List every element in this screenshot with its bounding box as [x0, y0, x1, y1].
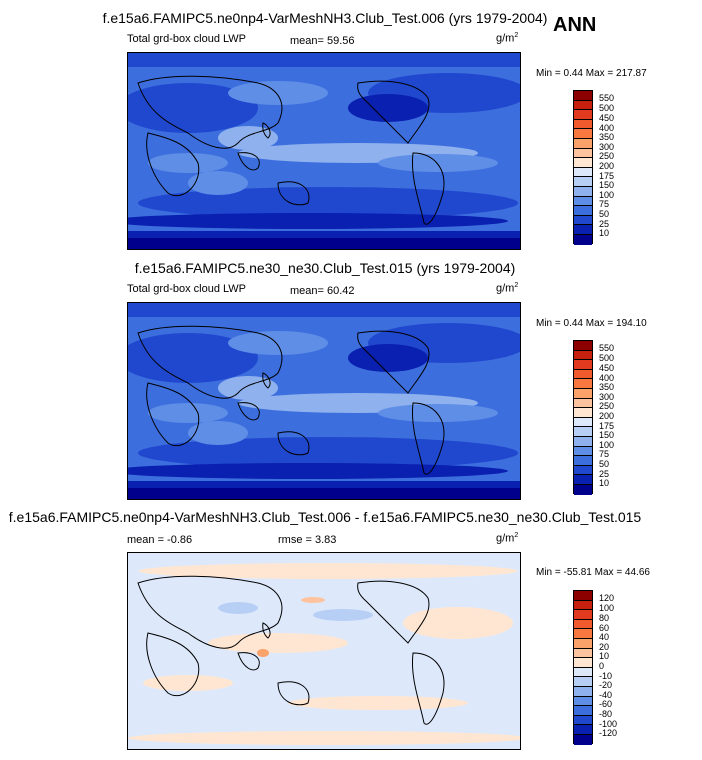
panel2-minmax-label: Min = 0.44 Max = 194.10 [536, 318, 647, 329]
panel3-colorbar-tick: 60 [599, 623, 610, 633]
panel3-colorbar-tick: -80 [599, 709, 613, 719]
panel1-colorbar [573, 90, 593, 245]
panel1-variable-label: Total grd-box cloud LWP [127, 33, 247, 45]
panel3-colorbar-tick: -120 [599, 728, 618, 738]
panel2-colorbar-tick: 50 [599, 459, 610, 469]
panel1-colorbar-tick: 200 [599, 161, 615, 171]
panel1-map-svg [128, 53, 520, 249]
panel3-map [127, 552, 521, 750]
panel3-colorbar-tick: -10 [599, 671, 613, 681]
panel2-colorbar-tick: 150 [599, 430, 615, 440]
panel2-colorbar-tick: 550 [599, 343, 615, 353]
panel3-colorbar-tick: -40 [599, 690, 613, 700]
season-label: ANN [553, 14, 597, 36]
panel2-units-label: g/m2 [496, 282, 519, 295]
panel1-map [127, 52, 521, 250]
panel3-colorbar [573, 590, 593, 745]
panel1-mean-label: mean= 59.56 [290, 35, 355, 47]
panel2-colorbar-tick: 500 [599, 353, 615, 363]
panel2-map [127, 302, 521, 500]
panel1-colorbar-tick: 350 [599, 132, 615, 142]
panel2-colorbar-tick: 100 [599, 440, 615, 450]
panel2-title: f.e15a6.FAMIPC5.ne30_ne30.Club_Test.015 … [134, 260, 516, 276]
panel3-colorbar-tick: 10 [599, 651, 610, 661]
panel2-colorbar-tick: 200 [599, 411, 615, 421]
panel3-colorbar-tick: 40 [599, 632, 610, 642]
panel2-map-svg [128, 303, 520, 499]
panel2-colorbar [573, 340, 593, 495]
panel1-colorbar-tick: 300 [599, 142, 615, 152]
panel3-colorbar-tick: 0 [599, 661, 605, 671]
panel1-colorbar-tick: 75 [599, 199, 610, 209]
panel1-colorbar-tick: 550 [599, 93, 615, 103]
panel3-colorbar-tick: 120 [599, 593, 615, 603]
panel3-colorbar-tick: 80 [599, 613, 610, 623]
panel3-colorbar-tick: 20 [599, 642, 610, 652]
panel2-colorbar-tick: 10 [599, 478, 610, 488]
panel3-mean-label: mean = -0.86 [127, 534, 193, 546]
panel1-colorbar-tick: 100 [599, 190, 615, 200]
panel1-colorbar-tick: 250 [599, 151, 615, 161]
panel1-colorbar-tick: 10 [599, 228, 610, 238]
panel1-title: f.e15a6.FAMIPC5.ne0np4-VarMeshNH3.Club_T… [102, 10, 548, 26]
panel3-colorbar-tick: -100 [599, 719, 618, 729]
panel3-units-label: g/m2 [496, 532, 519, 545]
panel1-colorbar-tick: 25 [599, 219, 610, 229]
panel3-map-svg [128, 553, 520, 749]
panel2-mean-label: mean= 60.42 [290, 285, 355, 297]
panel1-colorbar-tick: 500 [599, 103, 615, 113]
panel1-colorbar-tick: 50 [599, 209, 610, 219]
panel1-colorbar-tick: 450 [599, 113, 615, 123]
panel3-title: f.e15a6.FAMIPC5.ne0np4-VarMeshNH3.Club_T… [8, 509, 642, 525]
panel3-minmax-label: Min = -55.81 Max = 44.66 [536, 567, 650, 578]
panel2-variable-label: Total grd-box cloud LWP [127, 283, 247, 295]
panel1-units-label: g/m2 [496, 32, 519, 45]
panel3-colorbar-tick: 100 [599, 603, 615, 613]
panel3-colorbar-tick: -20 [599, 680, 613, 690]
panel2-colorbar-tick: 400 [599, 373, 615, 383]
panel3-colorbar-tick: -60 [599, 699, 613, 709]
panel1-minmax-label: Min = 0.44 Max = 217.87 [536, 68, 647, 79]
panel2-colorbar-tick: 75 [599, 449, 610, 459]
panel1-colorbar-tick: 175 [599, 171, 615, 181]
panel1-colorbar-tick: 400 [599, 123, 615, 133]
panel2-colorbar-tick: 450 [599, 363, 615, 373]
panel2-colorbar-tick: 250 [599, 401, 615, 411]
panel2-colorbar-tick: 25 [599, 469, 610, 479]
panel1-colorbar-tick: 150 [599, 180, 615, 190]
panel2-colorbar-tick: 300 [599, 392, 615, 402]
panel2-colorbar-tick: 350 [599, 382, 615, 392]
panel2-colorbar-tick: 175 [599, 421, 615, 431]
panel3-rmse-label: rmse = 3.83 [278, 534, 337, 546]
